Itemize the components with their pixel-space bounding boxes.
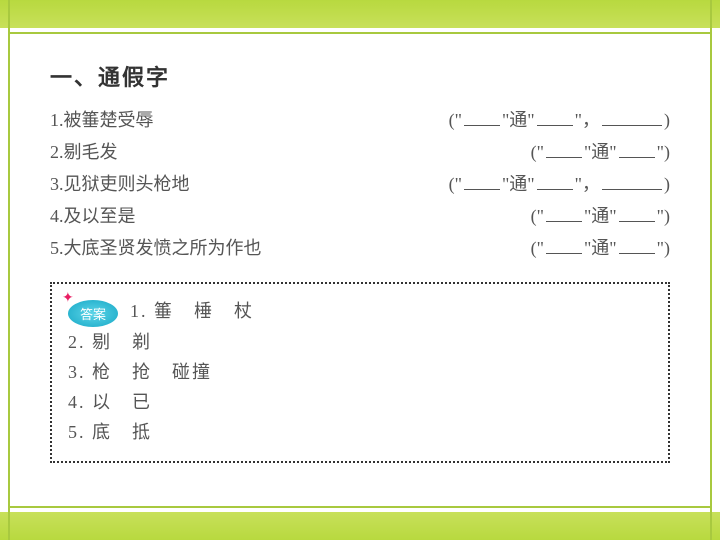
answer-line: 2. 剔 剃 (68, 327, 652, 357)
frame-bottom (0, 512, 720, 540)
answer-badge: 答案 (68, 300, 118, 327)
section-title: 一、通假字 (50, 60, 670, 92)
item-text: 2.剔毛发 (50, 136, 118, 168)
item-text: 1.被箠楚受辱 (50, 104, 154, 136)
exercise-item: 2.剔毛发 (""通"") (50, 136, 670, 168)
frame-top (0, 0, 720, 28)
answer-line: 1. 箠 棰 杖 (130, 301, 254, 321)
divider-bottom (8, 506, 712, 508)
exercise-item: 3.见狱吏则头枪地 (""通""，) (50, 168, 670, 200)
frame-left (8, 0, 10, 540)
answer-box: ✦ 答案 1. 箠 棰 杖 2. 剔 剃 3. 枪 抢 碰撞 4. 以 已 5.… (50, 282, 670, 463)
answer-line: 4. 以 已 (68, 387, 652, 417)
item-blank-pattern: (""通"") (531, 136, 670, 168)
item-text: 5.大底圣贤发愤之所为作也 (50, 232, 262, 264)
item-blank-pattern: (""通"") (531, 200, 670, 232)
item-text: 3.见狱吏则头枪地 (50, 168, 190, 200)
exercise-item: 5.大底圣贤发愤之所为作也 (""通"") (50, 232, 670, 264)
content-area: 一、通假字 1.被箠楚受辱 (""通""，) 2.剔毛发 (""通"") 3.见… (50, 60, 670, 500)
exercise-item: 1.被箠楚受辱 (""通""，) (50, 104, 670, 136)
exercise-item: 4.及以至是 (""通"") (50, 200, 670, 232)
star-icon: ✦ (62, 290, 74, 307)
item-blank-pattern: (""通"") (531, 232, 670, 264)
item-blank-pattern: (""通""，) (449, 104, 670, 136)
item-blank-pattern: (""通""，) (449, 168, 670, 200)
answer-line: 3. 枪 抢 碰撞 (68, 357, 652, 387)
divider-top (8, 32, 712, 34)
answer-line: 5. 底 抵 (68, 417, 652, 447)
frame-right (710, 0, 712, 540)
item-text: 4.及以至是 (50, 200, 136, 232)
